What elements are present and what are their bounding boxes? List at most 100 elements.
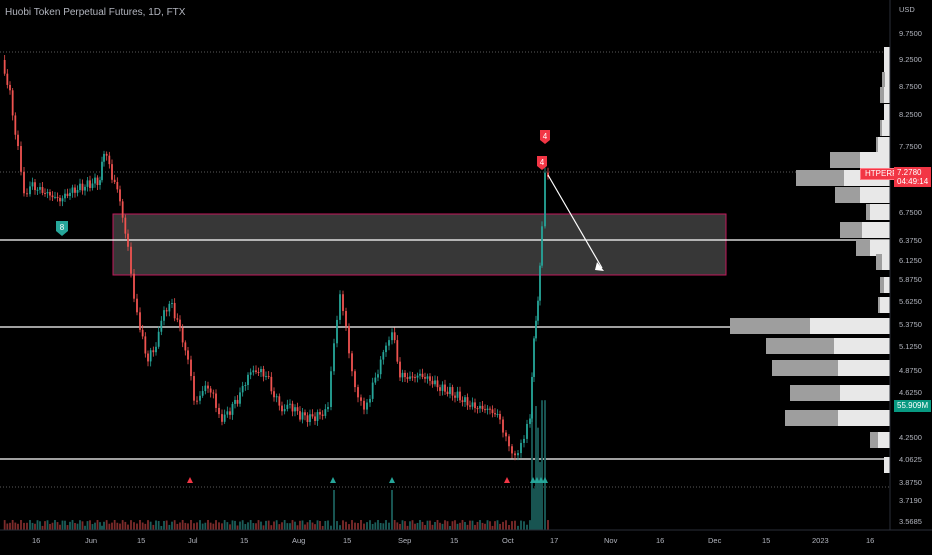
candlesticks <box>3 55 549 461</box>
candle-body <box>229 411 231 415</box>
volume-bar <box>239 521 241 530</box>
candle-body <box>294 407 296 412</box>
volume-bar <box>130 520 132 530</box>
volume-bar <box>241 520 244 530</box>
volume-bar <box>291 520 294 530</box>
price-tick-label: 4.0625 <box>899 455 922 464</box>
candle-body <box>357 387 359 398</box>
volume-bar <box>429 520 431 530</box>
volume-bar <box>426 520 429 530</box>
candle-body <box>255 370 257 373</box>
volume-bar <box>391 490 393 530</box>
volume-bar <box>215 520 217 530</box>
volume-bar <box>273 521 275 530</box>
volume-bar <box>160 525 163 530</box>
candle-body <box>411 376 414 378</box>
profile-bar-up <box>884 277 890 293</box>
volume-bar <box>481 522 484 530</box>
candle-body <box>141 329 144 337</box>
candle-body <box>330 371 332 407</box>
candle-body <box>249 372 252 375</box>
volume-bar <box>105 520 108 530</box>
volume-bar <box>84 525 86 530</box>
volume-bar <box>252 523 255 530</box>
volume-bar <box>51 522 54 530</box>
volume-bar <box>286 523 289 530</box>
volume-bar <box>49 523 51 530</box>
candle-body <box>436 380 439 388</box>
profile-bar-up <box>884 47 890 63</box>
volume-bar <box>116 522 119 530</box>
profile-bar-total <box>856 240 870 256</box>
bar-countdown: 04:49:14 <box>897 177 929 186</box>
volume-bar <box>56 522 59 530</box>
candle-body <box>94 177 96 184</box>
price-tick-label: 6.7500 <box>899 208 922 217</box>
candle-body <box>491 409 494 414</box>
candle-body <box>59 197 61 202</box>
volume-bar <box>278 524 281 530</box>
volume-bar <box>379 522 382 530</box>
volume-bar <box>234 520 236 530</box>
volume-bar <box>61 520 64 530</box>
candle-body <box>39 187 41 190</box>
volume-bar <box>434 522 436 530</box>
volume-bar <box>494 521 496 530</box>
time-tick-label: Oct <box>502 536 514 545</box>
volume-bar <box>541 400 543 530</box>
volume-bar <box>201 523 204 530</box>
time-tick-label: Jun <box>85 536 98 545</box>
candle-body <box>333 343 335 372</box>
candle-body <box>139 312 141 330</box>
candle-body <box>3 60 6 74</box>
candle-body <box>207 385 209 389</box>
volume-bar <box>255 523 257 530</box>
volume-bar <box>221 523 223 530</box>
candle-body <box>278 396 281 406</box>
candle-body <box>449 387 451 395</box>
candle-body <box>526 423 528 439</box>
volume-bar <box>544 400 546 530</box>
profile-bar-total <box>880 120 882 136</box>
candle-body <box>23 171 25 194</box>
volume-bar <box>342 520 344 530</box>
time-tick-label: 15 <box>450 536 459 545</box>
candle-body <box>11 90 14 116</box>
volume-bar <box>369 520 371 530</box>
signal-triangle <box>330 477 336 483</box>
candle-body <box>446 391 449 395</box>
volume-bar <box>155 520 157 530</box>
projection-arrow[interactable] <box>547 174 604 271</box>
candle-body <box>6 73 9 85</box>
candle-body <box>168 303 171 312</box>
zone-rect <box>112 213 727 276</box>
candle-body <box>537 300 539 321</box>
volume-bar <box>26 522 28 530</box>
candle-body <box>265 376 267 378</box>
volume-bar <box>351 520 353 530</box>
volume-bar <box>444 520 446 530</box>
candle-body <box>451 387 454 396</box>
candle-body <box>306 415 309 423</box>
candle-body <box>144 336 147 354</box>
candle-body <box>270 376 273 392</box>
volume-bar <box>469 520 471 530</box>
candle-body <box>149 350 152 362</box>
candle-body <box>20 146 22 172</box>
profile-bar-up <box>860 152 890 168</box>
supply-zone[interactable] <box>112 213 727 276</box>
volume-bar <box>89 520 91 530</box>
candle-body <box>223 414 226 422</box>
volume-bar <box>404 521 406 530</box>
candle-body <box>505 432 507 437</box>
red-signal-badge-upper <box>540 130 550 144</box>
time-tick-label: 15 <box>137 536 146 545</box>
candle-body <box>319 412 321 415</box>
volume-bar <box>141 522 144 530</box>
currency-label: USD <box>899 5 915 14</box>
candle-body <box>252 370 255 373</box>
candle-body <box>360 397 362 401</box>
candle-body <box>61 198 64 202</box>
